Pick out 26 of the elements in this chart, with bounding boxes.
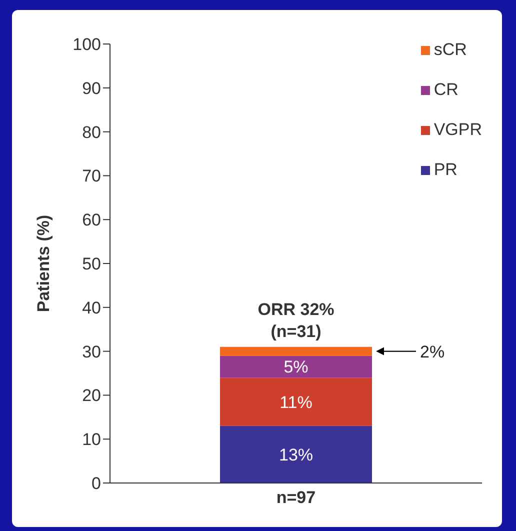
data-label: 13% [278, 445, 314, 464]
y-tick-label: 50 [82, 254, 101, 274]
annotation: ORR 32% (n=31) [258, 300, 334, 341]
y-tick-label: 40 [82, 298, 101, 318]
y-tick-label: 30 [82, 342, 101, 362]
legend-label: sCR [434, 40, 467, 60]
bar [220, 346, 372, 356]
y-axis-title: Patients (%) [34, 214, 54, 312]
data-label: 2% [420, 342, 445, 362]
legend-label: CR [434, 80, 458, 100]
y-tick-label: 100 [72, 35, 101, 54]
y-tick-label: 90 [82, 78, 101, 98]
y-tick-label: 70 [82, 166, 101, 186]
y-tick-label: 10 [82, 430, 101, 450]
bar [220, 426, 372, 483]
bar [220, 378, 372, 426]
y-tick-label: 60 [82, 210, 101, 230]
y-tick-label: 20 [82, 386, 101, 406]
y-tick-label: 80 [82, 122, 101, 142]
data-label: 5% [284, 358, 308, 377]
bar [220, 356, 372, 378]
x-tick-label: n=97 [276, 488, 316, 508]
legend-label: PR [434, 160, 458, 180]
data-label: 11% [280, 392, 312, 412]
y-tick-label: 0 [92, 474, 101, 494]
legend-label: VGPR [434, 120, 482, 140]
